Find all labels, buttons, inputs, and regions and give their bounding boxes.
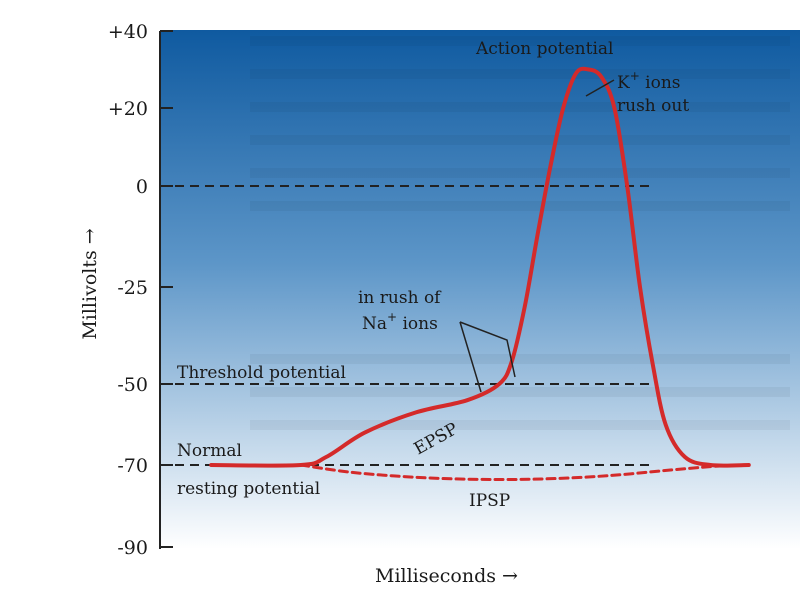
ghost-text-line	[250, 420, 790, 430]
na-ions-leader-line	[459, 321, 516, 378]
na-ions-label: Na+ ions	[362, 310, 438, 334]
y-tick-label: -50	[117, 374, 148, 396]
y-tick-label: +20	[108, 98, 148, 120]
na-ions-superscript: +	[387, 310, 397, 324]
ghost-text-line	[250, 36, 790, 46]
ghost-text-line	[250, 69, 790, 79]
ghost-text-line	[250, 354, 790, 364]
k-ions-text: ions	[640, 73, 681, 93]
ghost-text-line	[250, 102, 790, 112]
y-tick-label: +40	[108, 21, 148, 43]
x-axis-title: Milliseconds →	[375, 565, 518, 587]
y-tick-label: -90	[117, 537, 148, 559]
background-page-texture	[250, 36, 790, 430]
threshold-potential-label: Threshold potential	[177, 363, 346, 383]
ipsp-curve	[299, 463, 738, 482]
k-ions-label-line2: rush out	[617, 96, 689, 116]
k-ions-label: K+ ions	[617, 69, 681, 93]
na-ions-label-line1: in rush of	[358, 288, 442, 308]
action-potential-label: Action potential	[475, 39, 613, 59]
resting-potential-label: resting potential	[177, 479, 320, 499]
y-axis-title: Millivolts →	[79, 228, 101, 339]
y-tick-label: -25	[117, 277, 148, 299]
ghost-text-line	[250, 387, 790, 397]
ghost-text-line	[250, 201, 790, 211]
na-ions-text: ions	[397, 314, 438, 334]
epsp-action-potential-curve	[209, 66, 751, 468]
y-tick-label: 0	[136, 176, 148, 198]
k-ions-leader-line	[585, 79, 615, 97]
y-tick-label: -70	[117, 455, 148, 477]
k-ions-superscript: +	[630, 69, 640, 83]
na-ions-leader-line-2	[459, 321, 482, 393]
ipsp-label: IPSP	[469, 491, 510, 511]
ghost-text-line	[250, 168, 790, 178]
normal-label: Normal	[177, 441, 242, 461]
ghost-text-line	[250, 135, 790, 145]
